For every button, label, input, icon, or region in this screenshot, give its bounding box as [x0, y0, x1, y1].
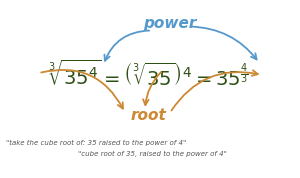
Text: root: root: [130, 108, 166, 123]
Text: "cube root of 35, raised to the power of 4": "cube root of 35, raised to the power of…: [78, 150, 227, 156]
Text: power: power: [143, 16, 196, 31]
Text: "take the cube root of: 35 raised to the power of 4": "take the cube root of: 35 raised to the…: [6, 140, 186, 146]
Text: $\sqrt[3]{35^4} = \left(\sqrt[3]{35}\right)^4 = 35^{\frac{4}{3}}$: $\sqrt[3]{35^4} = \left(\sqrt[3]{35}\rig…: [48, 60, 248, 90]
